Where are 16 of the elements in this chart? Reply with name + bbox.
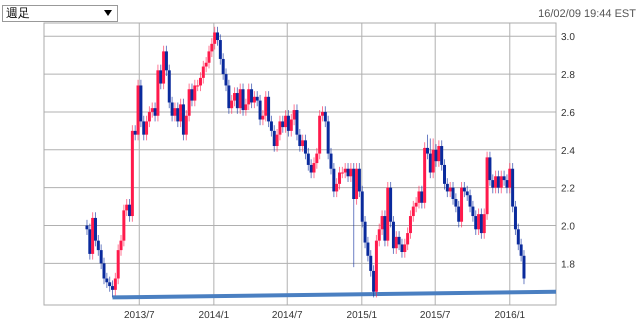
- period-select: 週足: [2, 5, 118, 22]
- chart-title: 週足: [6, 6, 30, 20]
- x-tick-label: 2016/1: [494, 310, 526, 321]
- x-tick-label: 2015/1: [346, 310, 378, 321]
- text: 16/02/09 19:44 EST: [538, 8, 636, 20]
- x-tick-label: 2014/1: [198, 310, 230, 321]
- y-tick-label: 2.4: [561, 146, 576, 157]
- y-tick-label: 2.6: [561, 108, 576, 119]
- x-tick-label: 2014/7: [272, 310, 303, 321]
- y-tick-label: 2.0: [561, 222, 576, 233]
- x-tick-label: 2013/7: [124, 310, 155, 321]
- y-tick-label: 2.2: [561, 184, 576, 195]
- x-tick-label: 2015/7: [420, 310, 451, 321]
- y-tick-label: 1.8: [561, 259, 576, 270]
- y-tick-label: 3.0: [561, 32, 576, 44]
- y-tick-label: 2.8: [561, 70, 576, 82]
